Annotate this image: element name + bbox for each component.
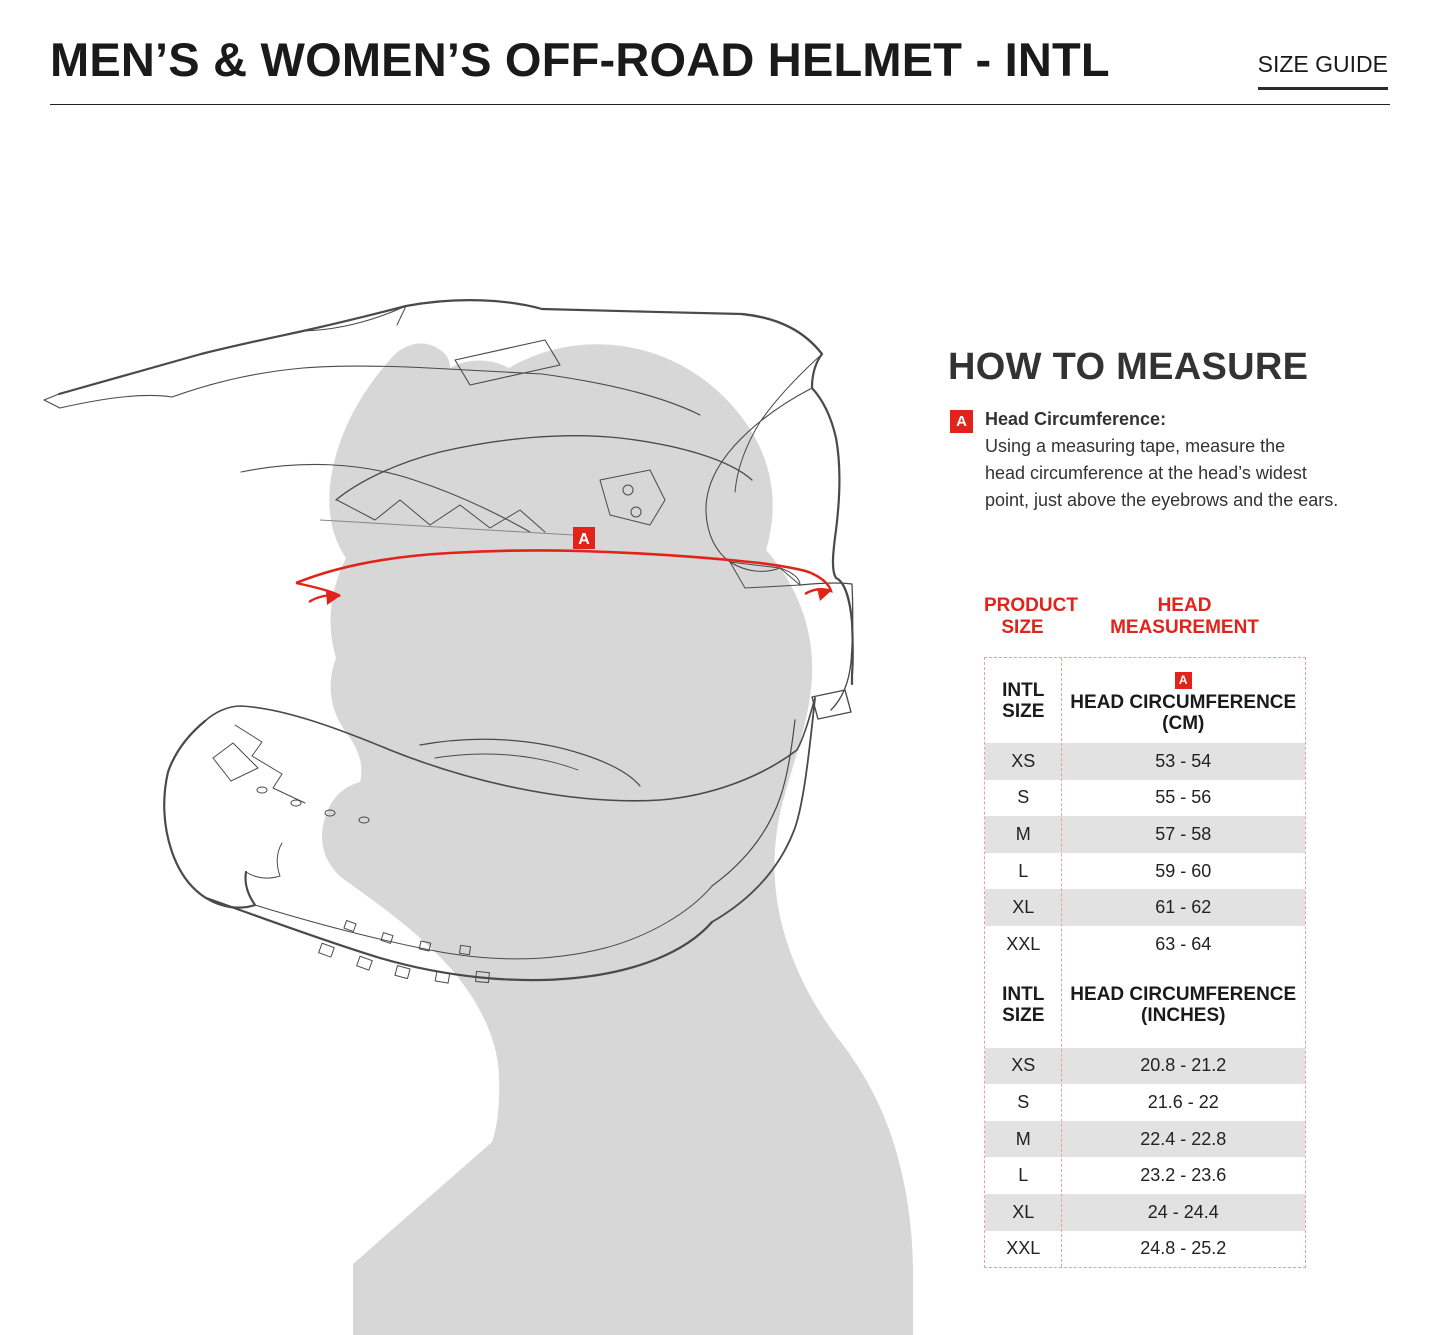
svg-text:A: A <box>578 531 590 548</box>
